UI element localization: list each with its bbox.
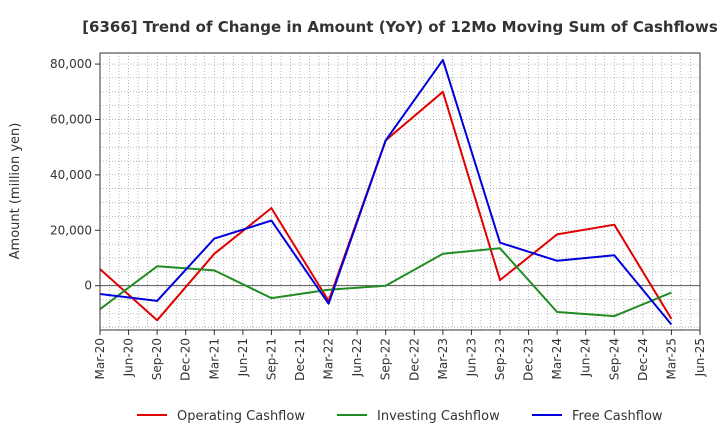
x-tick-label: Sep-24 [607,338,621,380]
chart-title: [6366] Trend of Change in Amount (YoY) o… [82,18,718,36]
plot-frame [99,52,701,331]
x-tick-label: Dec-21 [293,338,307,381]
y-tick-label: 0 [84,279,92,293]
x-tick-label: Sep-23 [493,338,507,380]
x-tick-label: Mar-24 [550,338,564,379]
series-line-investing-cashflow [99,247,672,318]
x-tick-label: Sep-21 [264,338,278,380]
x-tick-label: Jun-20 [122,338,136,377]
x-tick-label: Jun-25 [693,338,707,377]
series-lines [99,58,673,326]
x-tick-label: Jun-22 [350,338,364,377]
x-tick-label: Dec-20 [179,338,193,381]
series-line-free-cashflow [99,58,673,326]
x-tick-label: Mar-21 [207,338,221,379]
y-tick-label: 60,000 [50,112,92,126]
plot-area [100,53,700,330]
x-tick-label: Sep-20 [150,338,164,380]
legend-label-free-cashflow: Free Cashflow [572,409,663,424]
x-axis-ticks: Mar-20 Jun-20 Sep-20 Dec-20 Mar-21 Jun-21 Sep-… [93,330,707,381]
y-axis-label: Amount (million yen) [8,123,23,260]
y-tick-label: 80,000 [50,57,92,71]
x-tick-label: Mar-22 [322,338,336,379]
x-tick-label: Dec-24 [636,338,650,381]
x-tick-label: Jun-23 [464,338,478,377]
x-tick-label: Jun-24 [579,338,593,377]
x-tick-label: Sep-22 [379,338,393,380]
legend: Operating Cashflow Investing Cashflow Free… [137,409,663,424]
legend-label-investing-cashflow: Investing Cashflow [377,409,500,424]
x-tick-label: Dec-22 [407,338,421,381]
x-tick-label: Jun-21 [236,338,250,377]
y-tick-label: 40,000 [50,168,92,182]
y-tick-label: 20,000 [50,223,92,237]
x-tick-label: Mar-25 [664,338,678,379]
x-tick-label: Mar-20 [93,338,107,379]
x-tick-label: Mar-23 [436,338,450,379]
legend-label-operating-cashflow: Operating Cashflow [177,409,305,424]
x-tick-label: Dec-23 [522,338,536,381]
y-axis-ticks: 0 20,000 40,000 60,000 80,000 [50,57,100,293]
